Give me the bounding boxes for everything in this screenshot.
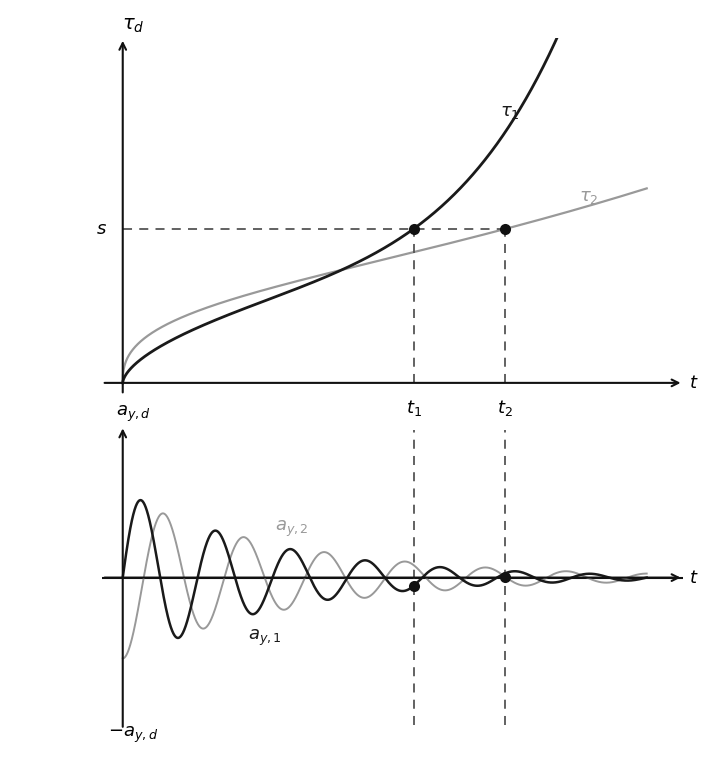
Text: $s$: $s$ <box>96 220 107 238</box>
Text: $a_{y,2}$: $a_{y,2}$ <box>275 519 308 539</box>
Text: $t_1$: $t_1$ <box>406 398 422 418</box>
Text: $-a_{y,d}$: $-a_{y,d}$ <box>108 725 158 746</box>
Text: $t$: $t$ <box>688 568 698 587</box>
Text: $t_2$: $t_2$ <box>497 398 513 418</box>
Text: $\tau_1$: $\tau_1$ <box>500 103 520 121</box>
Text: $\tau_d$: $\tau_d$ <box>122 16 145 35</box>
Text: $a_{y,d}$: $a_{y,d}$ <box>116 404 150 424</box>
Text: $\tau_2$: $\tau_2$ <box>579 188 598 206</box>
Text: $a_{y,1}$: $a_{y,1}$ <box>249 629 282 648</box>
Text: $t$: $t$ <box>688 374 698 392</box>
